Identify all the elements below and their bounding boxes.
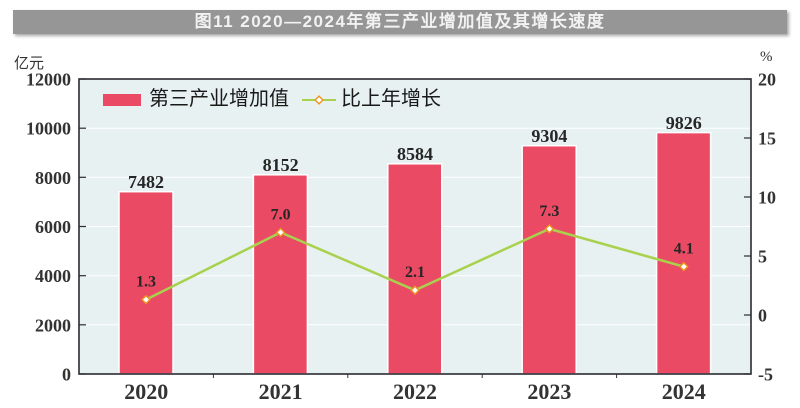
svg-text:%: % [760, 49, 773, 65]
svg-text:9304: 9304 [531, 126, 567, 146]
svg-text:亿元: 亿元 [14, 55, 44, 72]
svg-text:7.3: 7.3 [539, 203, 559, 220]
svg-text:12000: 12000 [26, 70, 71, 90]
svg-text:4000: 4000 [35, 266, 71, 286]
svg-text:7482: 7482 [128, 172, 164, 192]
svg-text:8000: 8000 [35, 168, 71, 188]
svg-text:2.1: 2.1 [405, 264, 425, 281]
svg-text:2000: 2000 [35, 315, 71, 335]
svg-text:8152: 8152 [263, 155, 299, 175]
svg-text:0: 0 [758, 306, 767, 326]
svg-text:第三产业增加值: 第三产业增加值 [149, 87, 289, 110]
svg-text:2020: 2020 [124, 379, 168, 403]
svg-text:2022: 2022 [393, 379, 437, 403]
svg-text:2021: 2021 [259, 379, 303, 403]
svg-text:15: 15 [758, 129, 776, 149]
svg-text:0: 0 [62, 365, 71, 385]
svg-text:10000: 10000 [26, 119, 71, 139]
svg-text:8584: 8584 [397, 144, 433, 164]
svg-text:比上年增长: 比上年增长 [341, 87, 441, 110]
svg-text:-5: -5 [758, 365, 773, 385]
svg-text:9826: 9826 [666, 113, 702, 133]
svg-text:2023: 2023 [527, 379, 571, 403]
svg-text:7.0: 7.0 [271, 206, 291, 223]
svg-text:1.3: 1.3 [136, 274, 156, 291]
svg-text:2024: 2024 [662, 379, 706, 403]
svg-text:5: 5 [758, 247, 767, 267]
svg-text:6000: 6000 [35, 217, 71, 237]
svg-text:10: 10 [758, 188, 776, 208]
svg-text:4.1: 4.1 [674, 241, 694, 258]
svg-text:20: 20 [758, 70, 776, 90]
